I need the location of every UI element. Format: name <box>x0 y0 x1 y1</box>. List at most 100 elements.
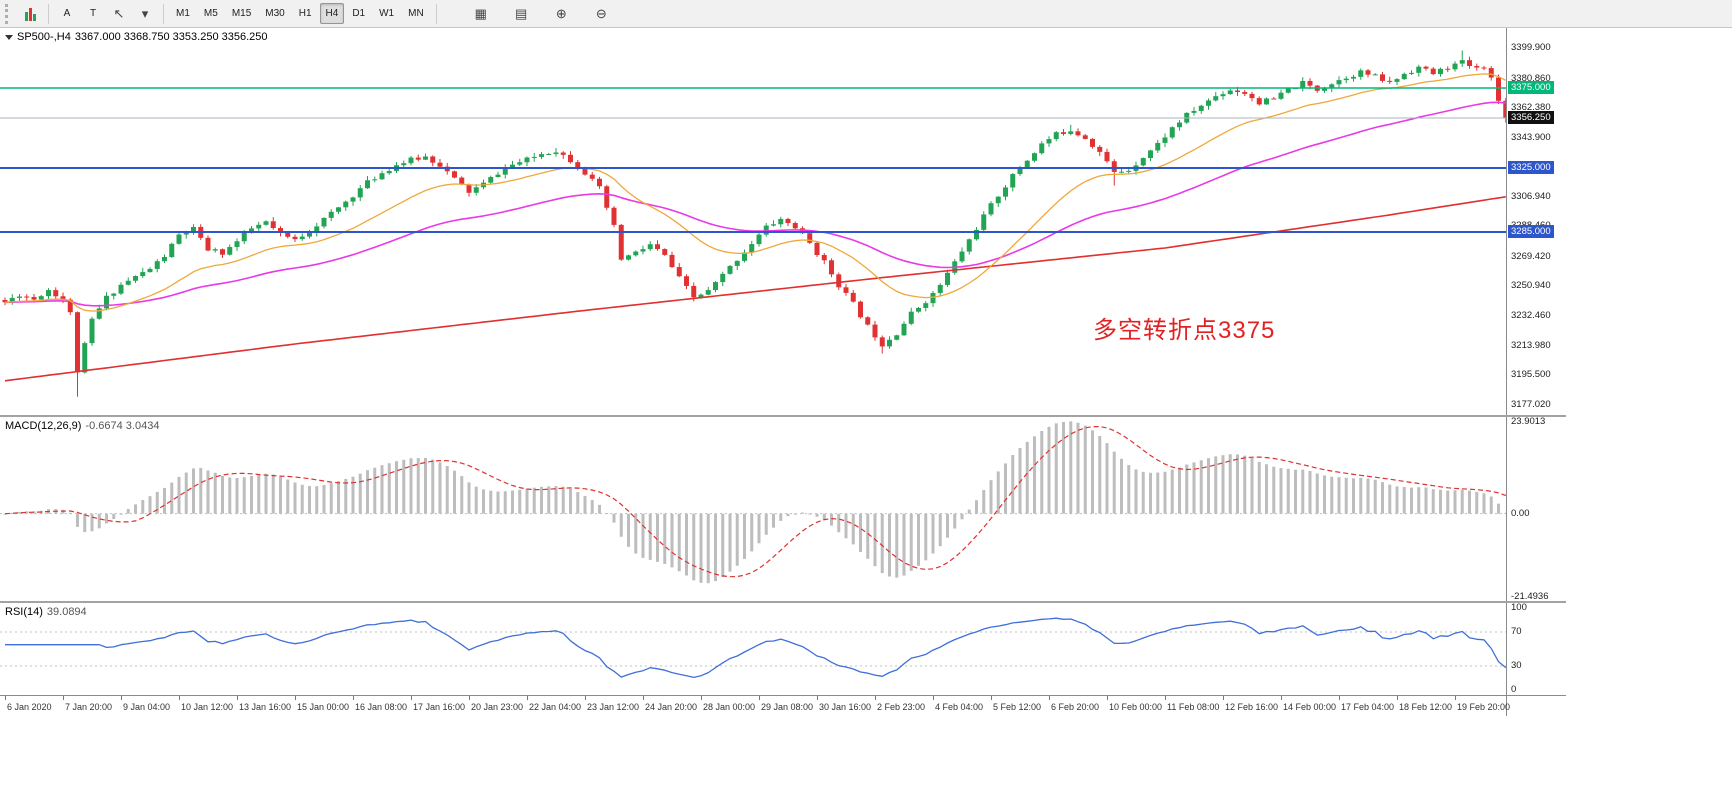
toolbar-separator <box>48 3 49 24</box>
timeframe-button-h4[interactable]: H4 <box>319 3 345 24</box>
macd-axis-label: -21.4936 <box>1511 591 1549 603</box>
price-badge: 3285.000 <box>1508 225 1554 239</box>
time-axis-label: 5 Feb 12:00 <box>993 702 1042 712</box>
timeframe-button-h1[interactable]: H1 <box>298 8 312 19</box>
time-tick <box>295 696 296 700</box>
macd-axis[interactable]: 23.9013 0.00 -21.4936 <box>1506 416 1566 603</box>
time-tick <box>353 696 354 700</box>
macd-axis-label: 23.9013 <box>1511 416 1546 427</box>
cursor-dropdown-arrow[interactable]: ▾ <box>141 5 149 21</box>
zoom-out-button[interactable]: ⊖ <box>595 5 607 21</box>
tile-windows-button[interactable]: ▦ <box>474 5 487 21</box>
time-tick <box>527 696 528 700</box>
rsi-indicator-value: 39.0894 <box>46 606 87 618</box>
rsi-pane: RSI(14) 39.0894 100 70 30 0 <box>0 603 1732 695</box>
time-axis-label: 6 Jan 2020 <box>7 702 52 712</box>
time-axis-label: 30 Jan 16:00 <box>819 702 872 712</box>
cursor-tool-button[interactable]: ↖ <box>113 5 125 21</box>
rsi-axis-label: 100 <box>1511 602 1527 613</box>
time-axis-label: 17 Feb 04:00 <box>1341 702 1395 712</box>
time-tick <box>991 696 992 700</box>
time-tick <box>1165 696 1166 700</box>
time-axis-label: 6 Feb 20:00 <box>1051 702 1100 712</box>
price-axis-label: 3380.860 <box>1511 72 1551 84</box>
text-tool-button[interactable]: T <box>89 8 97 19</box>
time-axis-label: 24 Jan 20:00 <box>645 702 698 712</box>
time-tick <box>701 696 702 700</box>
macd-pane: MACD(12,26,9) -0.6674 3.0434 23.9013 0.00… <box>0 416 1732 603</box>
chart-text-annotation[interactable]: 多空转折点3375 <box>1093 317 1276 344</box>
time-axis-label: 2 Feb 23:00 <box>877 702 926 712</box>
time-axis-label: 7 Jan 20:00 <box>65 702 113 712</box>
pane-splitter[interactable] <box>0 415 1566 417</box>
price-axis-label: 3362.380 <box>1511 102 1551 114</box>
time-tick <box>237 696 238 700</box>
annotation-tool-button[interactable]: A <box>63 8 71 19</box>
price-axis-label: 3213.980 <box>1511 339 1551 351</box>
rsi-axis-label: 0 <box>1511 684 1517 695</box>
symbol-dropdown-icon[interactable] <box>5 34 13 40</box>
rsi-axis-label: 30 <box>1511 660 1522 672</box>
pane-splitter <box>0 695 1566 696</box>
time-axis-label: 17 Jan 16:00 <box>413 702 466 712</box>
timeframe-toolbar: M1 M5 M15 M30 H1 H4 D1 W1 MN <box>169 3 431 24</box>
main-chart-canvas[interactable] <box>0 28 1506 415</box>
time-axis-label: 10 Jan 12:00 <box>181 702 234 712</box>
price-badge: 3356.250 <box>1508 111 1554 125</box>
chart-profiles-button[interactable]: ▤ <box>514 5 528 21</box>
time-tick <box>179 696 180 700</box>
time-axis-label: 4 Feb 04:00 <box>935 702 984 712</box>
time-axis-label: 11 Feb 08:00 <box>1167 702 1220 712</box>
time-tick <box>121 696 122 700</box>
time-tick <box>875 696 876 700</box>
line-studies-toolbar: A T ↖ ▾ <box>54 3 158 24</box>
time-tick <box>817 696 818 700</box>
time-tick <box>411 696 412 700</box>
price-badge: 3375.000 <box>1508 81 1554 95</box>
candlestick-glyph <box>24 7 36 21</box>
price-axis-label: 3195.500 <box>1511 369 1551 381</box>
time-tick <box>1339 696 1340 700</box>
timeframe-button-mn[interactable]: MN <box>408 8 424 19</box>
macd-axis-label: 0.00 <box>1511 507 1530 519</box>
timeframe-button-m1[interactable]: M1 <box>176 8 190 19</box>
toolbar-grip[interactable] <box>5 3 11 24</box>
time-tick <box>1107 696 1108 700</box>
ohlc-values: 3367.000 3368.750 3353.250 3356.250 <box>74 31 268 43</box>
time-tick <box>1049 696 1050 700</box>
price-axis-label: 3232.460 <box>1511 310 1551 322</box>
time-axis-label: 16 Jan 08:00 <box>355 702 408 712</box>
time-axis-label: 29 Jan 08:00 <box>761 702 814 712</box>
time-tick <box>5 696 6 700</box>
time-axis[interactable]: 6 Jan 2020 7 Jan 20:00 9 Jan 04:00 10 Jan 1… <box>0 696 1566 716</box>
timeframe-button-m30[interactable]: M30 <box>265 8 285 19</box>
price-axis-label: 3177.020 <box>1511 398 1551 410</box>
time-axis-label: 22 Jan 04:00 <box>529 702 582 712</box>
macd-canvas[interactable] <box>0 417 1506 601</box>
time-axis-label: 10 Feb 00:00 <box>1109 702 1163 712</box>
rsi-axis[interactable]: 100 70 30 0 <box>1506 603 1566 695</box>
rsi-canvas[interactable] <box>0 603 1506 695</box>
time-axis-label: 23 Jan 12:00 <box>587 702 640 712</box>
time-axis-label: 19 Feb 20:00 <box>1457 702 1511 712</box>
macd-indicator-values: -0.6674 3.0434 <box>85 420 160 432</box>
macd-indicator-name: MACD(12,26,9) <box>5 420 82 432</box>
zoom-in-button[interactable]: ⊕ <box>555 5 567 21</box>
time-axis-label: 15 Jan 00:00 <box>297 702 350 712</box>
time-axis-label: 18 Feb 12:00 <box>1399 702 1453 712</box>
price-badge: 3325.000 <box>1508 161 1554 175</box>
timeframe-button-w1[interactable]: W1 <box>379 8 395 19</box>
new-chart-icon[interactable] <box>18 3 42 24</box>
time-axis-label: 28 Jan 00:00 <box>703 702 756 712</box>
window-tools-toolbar: ▦ ▤ ⊕ ⊖ <box>468 3 615 24</box>
rsi-header: RSI(14) 39.0894 <box>5 606 87 618</box>
price-axis-label: 3250.940 <box>1511 280 1551 292</box>
time-tick <box>1455 696 1456 700</box>
pane-splitter[interactable] <box>0 601 1566 603</box>
timeframe-button-m5[interactable]: M5 <box>203 8 218 19</box>
time-axis-label: 14 Feb 00:00 <box>1283 702 1337 712</box>
timeframe-button-m15[interactable]: M15 <box>231 8 252 19</box>
toolbar-separator <box>163 3 164 24</box>
timeframe-button-d1[interactable]: D1 <box>352 8 366 19</box>
price-axis[interactable]: 3399.9003380.8603362.3803343.9003325.420… <box>1506 28 1566 415</box>
